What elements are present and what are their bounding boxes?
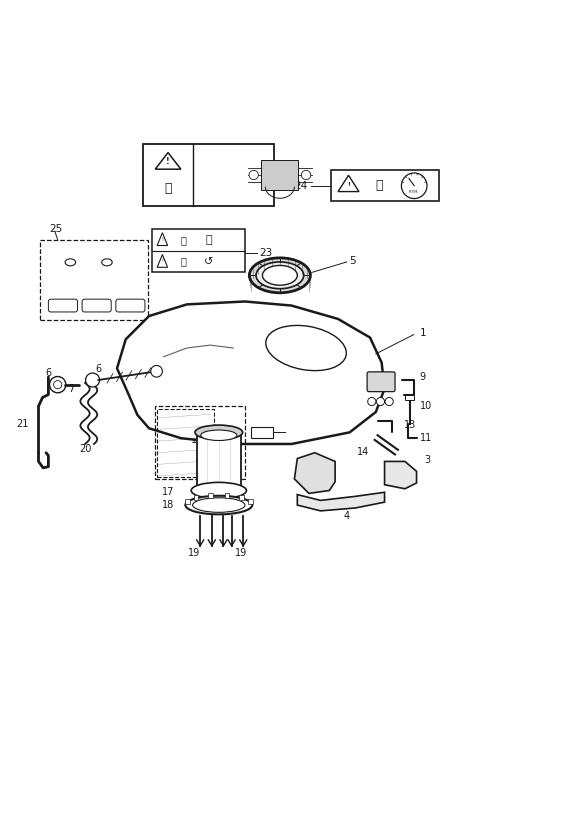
Text: !: ! — [347, 181, 350, 186]
Text: 23: 23 — [259, 248, 273, 258]
Bar — [251, 427, 273, 438]
Ellipse shape — [192, 498, 245, 513]
Polygon shape — [157, 232, 168, 246]
Text: 20: 20 — [79, 443, 91, 454]
Bar — [406, 395, 414, 400]
Circle shape — [54, 381, 62, 389]
Text: 11: 11 — [419, 433, 431, 443]
Text: 16: 16 — [173, 421, 185, 431]
Text: !: ! — [161, 236, 163, 241]
Ellipse shape — [250, 258, 310, 293]
Ellipse shape — [201, 430, 237, 441]
Polygon shape — [157, 255, 168, 267]
Polygon shape — [385, 461, 416, 489]
Circle shape — [151, 366, 163, 377]
Bar — [261, 161, 298, 190]
Ellipse shape — [256, 262, 304, 288]
Text: R.P.M.: R.P.M. — [409, 190, 419, 194]
FancyBboxPatch shape — [116, 299, 145, 312]
Text: 19: 19 — [235, 548, 247, 558]
Text: 📖: 📖 — [375, 180, 382, 192]
Text: 6: 6 — [95, 364, 101, 374]
PathPatch shape — [117, 302, 385, 444]
Ellipse shape — [191, 482, 247, 499]
Circle shape — [402, 173, 427, 199]
Text: 19: 19 — [188, 548, 201, 558]
Polygon shape — [297, 492, 385, 511]
Text: 15: 15 — [191, 435, 203, 445]
Bar — [239, 495, 244, 500]
Circle shape — [368, 397, 376, 405]
Bar — [155, 406, 245, 479]
Ellipse shape — [266, 325, 346, 371]
Text: 2: 2 — [301, 469, 307, 480]
Text: 15: 15 — [286, 428, 298, 438]
Bar — [40, 240, 148, 320]
Circle shape — [377, 397, 385, 405]
Text: 7: 7 — [69, 384, 75, 395]
Circle shape — [86, 373, 100, 387]
Ellipse shape — [101, 259, 112, 266]
Text: !: ! — [166, 157, 170, 166]
Text: 18: 18 — [161, 500, 174, 510]
Ellipse shape — [195, 425, 243, 440]
Polygon shape — [155, 152, 181, 169]
Bar — [208, 493, 213, 498]
Text: 10: 10 — [419, 401, 431, 411]
Ellipse shape — [262, 265, 297, 285]
Bar — [331, 170, 438, 201]
Text: 5: 5 — [350, 255, 356, 266]
Text: 13: 13 — [404, 419, 416, 430]
Text: 12: 12 — [367, 377, 379, 386]
Polygon shape — [338, 176, 359, 191]
Bar — [185, 499, 189, 504]
Bar — [196, 433, 241, 494]
Bar — [152, 229, 245, 273]
Circle shape — [301, 171, 311, 180]
Text: ⛽: ⛽ — [206, 235, 212, 245]
FancyBboxPatch shape — [367, 372, 395, 391]
Text: 25: 25 — [49, 224, 62, 234]
Text: 6: 6 — [45, 368, 52, 378]
Text: 22: 22 — [172, 407, 185, 417]
FancyBboxPatch shape — [48, 299, 78, 312]
Text: 3: 3 — [424, 455, 430, 465]
Text: !: ! — [161, 259, 163, 264]
Text: 24: 24 — [294, 180, 308, 190]
Text: 📖: 📖 — [164, 182, 172, 195]
Ellipse shape — [185, 496, 252, 514]
Ellipse shape — [65, 259, 76, 266]
Text: 📖: 📖 — [181, 235, 187, 245]
Text: 8: 8 — [124, 359, 131, 369]
Text: 17: 17 — [161, 487, 174, 497]
Text: 📖: 📖 — [181, 256, 187, 266]
Bar — [248, 499, 252, 504]
Bar — [224, 493, 229, 498]
Circle shape — [385, 397, 394, 405]
Text: ↺: ↺ — [204, 256, 213, 266]
Text: 4: 4 — [344, 511, 350, 521]
Polygon shape — [126, 302, 382, 383]
Polygon shape — [294, 452, 335, 494]
Text: 1: 1 — [419, 329, 426, 339]
FancyBboxPatch shape — [82, 299, 111, 312]
Bar — [157, 409, 213, 477]
Text: 14: 14 — [357, 447, 369, 456]
Text: 15: 15 — [350, 396, 363, 406]
Bar — [143, 144, 274, 205]
Bar — [194, 495, 198, 500]
Text: 9: 9 — [419, 372, 426, 382]
Circle shape — [249, 171, 258, 180]
Text: 21: 21 — [16, 419, 29, 428]
Circle shape — [50, 377, 66, 393]
